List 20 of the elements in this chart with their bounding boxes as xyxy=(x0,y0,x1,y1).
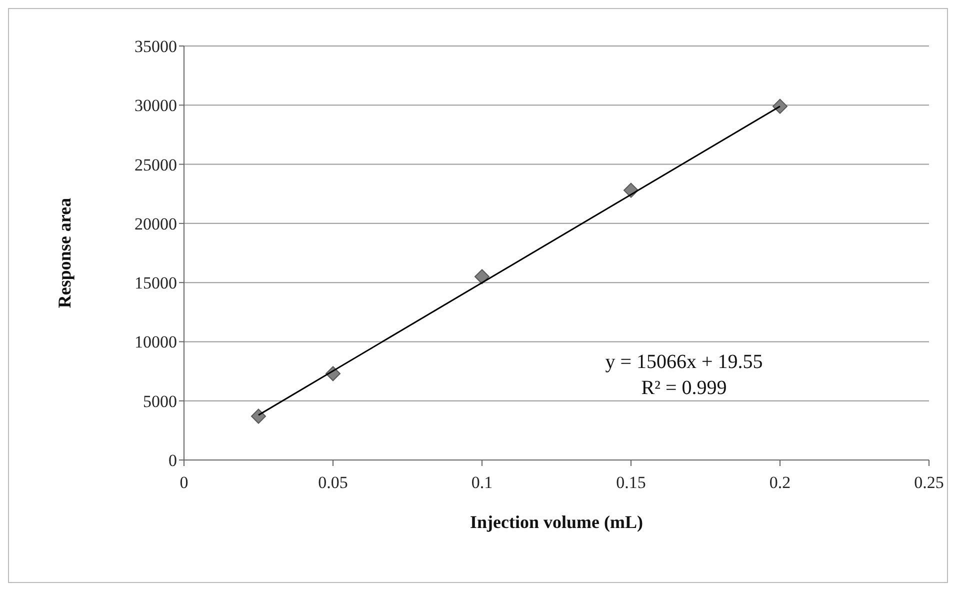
y-axis-title: Response area xyxy=(54,198,74,308)
point xyxy=(772,98,788,114)
y-tick-label: 10000 xyxy=(134,332,177,352)
y-tick-label: 5000 xyxy=(143,392,177,411)
x-tick-label: 0.1 xyxy=(471,473,493,492)
y-tick-label: 25000 xyxy=(134,155,177,174)
y-tick-label: 15000 xyxy=(134,274,177,293)
point xyxy=(474,269,490,284)
x-tick-label: 0.25 xyxy=(914,473,944,492)
x-axis-title: Injection volume (mL) xyxy=(470,512,643,532)
x-tick-label: 0.05 xyxy=(318,473,348,492)
point xyxy=(251,408,266,424)
annotation: y = 15066x + 19.55 xyxy=(604,350,764,375)
y-tick-label: 0 xyxy=(168,451,177,470)
x-tick-label: 0.15 xyxy=(616,473,646,492)
x-tick-label: 0.2 xyxy=(769,473,791,492)
annotation: R² = 0.999 xyxy=(640,376,728,401)
y-tick-label: 30000 xyxy=(134,96,177,116)
y-tick-label: 20000 xyxy=(134,214,177,234)
y-tick-label: 35000 xyxy=(134,37,177,56)
